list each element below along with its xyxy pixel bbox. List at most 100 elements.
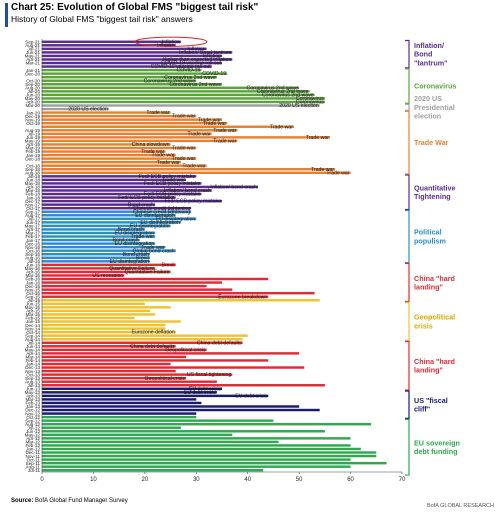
bracket-label-7: Geopolitical crisis xyxy=(414,313,455,331)
bar-Jun-16 xyxy=(42,263,176,267)
bar-label-Oct-18: Trade war xyxy=(182,163,205,169)
date-label-Dec-16: Dec-16 xyxy=(25,241,40,246)
bracket-6 xyxy=(405,262,410,303)
date-label-Sep-11: Sep-11 xyxy=(26,461,41,466)
date-label-Feb-14: Feb-14 xyxy=(25,358,40,363)
bar-Oct-17 xyxy=(42,206,192,210)
bar-Nov-13 xyxy=(42,369,176,373)
chart-subtitle: History of Global FMS "biggest tail risk… xyxy=(11,14,193,24)
date-label-Sep-12: Sep-12 xyxy=(25,418,40,423)
date-label-May-12: May-12 xyxy=(25,433,41,438)
date-label-Jul-15: Jul-15 xyxy=(27,298,40,303)
bar-Oct-13 xyxy=(42,373,233,376)
date-label-Mar-19: Mar-19 xyxy=(25,146,40,151)
date-label-Jan-16: Jan-16 xyxy=(26,280,40,285)
bar-label-Oct-20: Coronavirus 2nd wave xyxy=(144,78,196,84)
bar-label-Jun-19: Trade war xyxy=(306,135,329,141)
bar-Oct-20 xyxy=(42,79,197,82)
bar-label-Dec-16: EU disintegration xyxy=(115,241,155,247)
bar-Feb-19 xyxy=(42,150,166,153)
date-label-Aug-14: Aug-14 xyxy=(25,337,40,342)
bar-label-Jun-13: EU debt crisis xyxy=(189,386,221,392)
bar-Mar-12 xyxy=(42,440,279,444)
bar-Jan-18 xyxy=(42,196,176,199)
bar-Feb-21 xyxy=(42,65,212,68)
bar-label-May-20: Coronavirus xyxy=(296,96,324,102)
bar-Apr-18 xyxy=(42,185,258,189)
date-label-Sep-20: Sep-20 xyxy=(25,82,40,87)
bar-label-Nov-18: Trade war xyxy=(157,160,180,166)
bar-label-May-13: EU debt crisis xyxy=(184,390,216,396)
bar-Jan-17 xyxy=(42,238,140,242)
bar-Sep-17 xyxy=(42,210,192,213)
bar-label-Jul-21: Inflation xyxy=(187,46,205,52)
date-label-Feb-12: Feb-12 xyxy=(25,443,40,448)
date-label-Oct-15: Oct-15 xyxy=(26,291,40,296)
date-label-May-15: May-15 xyxy=(25,305,41,310)
date-label-Feb-17: Feb-17 xyxy=(25,234,40,239)
bar-label-Jan-18: Fed/ ECB policy mistake xyxy=(118,195,175,201)
bar-May-14 xyxy=(42,348,207,352)
bar-label-Apr-20: Coronavirus xyxy=(296,100,324,106)
date-label-Nov-16: Nov-16 xyxy=(25,245,40,250)
bar-label-May-21: Inflation xyxy=(203,54,221,60)
date-label-Jan-20: Jan-20 xyxy=(26,110,40,115)
bar-Oct-11 xyxy=(42,458,351,461)
bar-Aug-21 xyxy=(42,44,176,47)
bar-Jul-16 xyxy=(42,260,150,263)
title-accent-bar xyxy=(5,3,8,27)
bar-label-Dec-17: Fed/ ECB policy mistake xyxy=(164,199,221,205)
bar-label-Jul-18: Fed/ ECB policy mistake xyxy=(139,174,196,180)
bracket-label-8: China "hard landing" xyxy=(414,357,455,375)
bar-Mar-15 xyxy=(42,313,156,316)
date-label-Sep-18: Sep-18 xyxy=(25,167,40,172)
date-label-Apr-13: Apr-13 xyxy=(26,394,40,399)
date-label-Mar-17: Mar-17 xyxy=(25,231,40,236)
bracket-0 xyxy=(405,39,410,69)
date-label-Oct-17: Oct-17 xyxy=(26,206,40,211)
bar-label-Jan-21: COVID-19 xyxy=(176,68,200,74)
bar-Jun-13 xyxy=(42,387,222,391)
bar-label-Aug-20: Coronavirus 2nd wave xyxy=(247,85,299,91)
bar-label-Jul-14: China debt defaults xyxy=(197,340,242,346)
date-label-Feb-15: Feb-15 xyxy=(25,316,40,321)
bar-Mar-13 xyxy=(42,398,197,401)
date-label-May-20: May-20 xyxy=(25,96,41,101)
bar-Dec-11 xyxy=(42,451,377,454)
bar-Jun-18 xyxy=(42,178,186,182)
bar-Nov-16 xyxy=(42,245,166,249)
bar-label-Mar-21: COVID-19 vaccine roll out xyxy=(161,61,222,67)
bar-label-Sep-18: Trade war xyxy=(311,167,334,173)
bar-label-Jan-17: Bond crash xyxy=(112,238,138,244)
date-label-Feb-18: Feb-18 xyxy=(25,192,40,197)
date-label-Mar-16: Mar-16 xyxy=(25,273,40,278)
bar-Jul-17 xyxy=(42,217,197,221)
bar-Jul-11 xyxy=(42,469,264,472)
date-label-Apr-16: Apr-16 xyxy=(26,270,40,275)
date-label-Dec-20: Dec-20 xyxy=(25,71,40,76)
bar-Sep-20 xyxy=(42,83,222,86)
bar-label-Apr-16: Quantitative Failure xyxy=(125,270,170,276)
bar-label-Oct-17: Chinese credit tightening xyxy=(133,206,190,212)
bar-label-Jun-20: Coronavirus 2nd wave xyxy=(262,92,314,98)
bar-label-Apr-17: Bond crash xyxy=(118,227,144,233)
bar-label-Feb-21: COVID-19 vaccine roll out xyxy=(151,64,212,70)
bar-Jan-16 xyxy=(42,281,222,284)
bar-Apr-21 xyxy=(42,58,233,61)
bar-label-Feb-17: Trade war xyxy=(131,234,154,240)
source-text: BofA Global Fund Manager Survey xyxy=(35,498,128,504)
bar-Jul-19 xyxy=(42,132,212,136)
date-label-Jun-14: Jun-14 xyxy=(26,344,40,349)
bar-label-Aug-16: Brexit xyxy=(136,255,150,261)
bar-Nov-19 xyxy=(42,118,222,121)
bar-label-Sep-21: Inflation xyxy=(162,39,180,45)
bar-Jan-19 xyxy=(42,153,176,157)
bar-May-16 xyxy=(42,267,156,270)
date-label-Apr-20: Apr-20 xyxy=(26,100,40,105)
bar-May-21 xyxy=(42,54,222,58)
bracket-label-2: 2020 US Presidential election xyxy=(414,94,455,120)
date-label-Jul-20: Jul-20 xyxy=(27,89,40,94)
bar-label-Sep-13: Geopolitical crisis xyxy=(145,376,186,382)
bar-Sep-11 xyxy=(42,461,387,465)
date-label-Apr-19: Apr-19 xyxy=(26,142,40,147)
